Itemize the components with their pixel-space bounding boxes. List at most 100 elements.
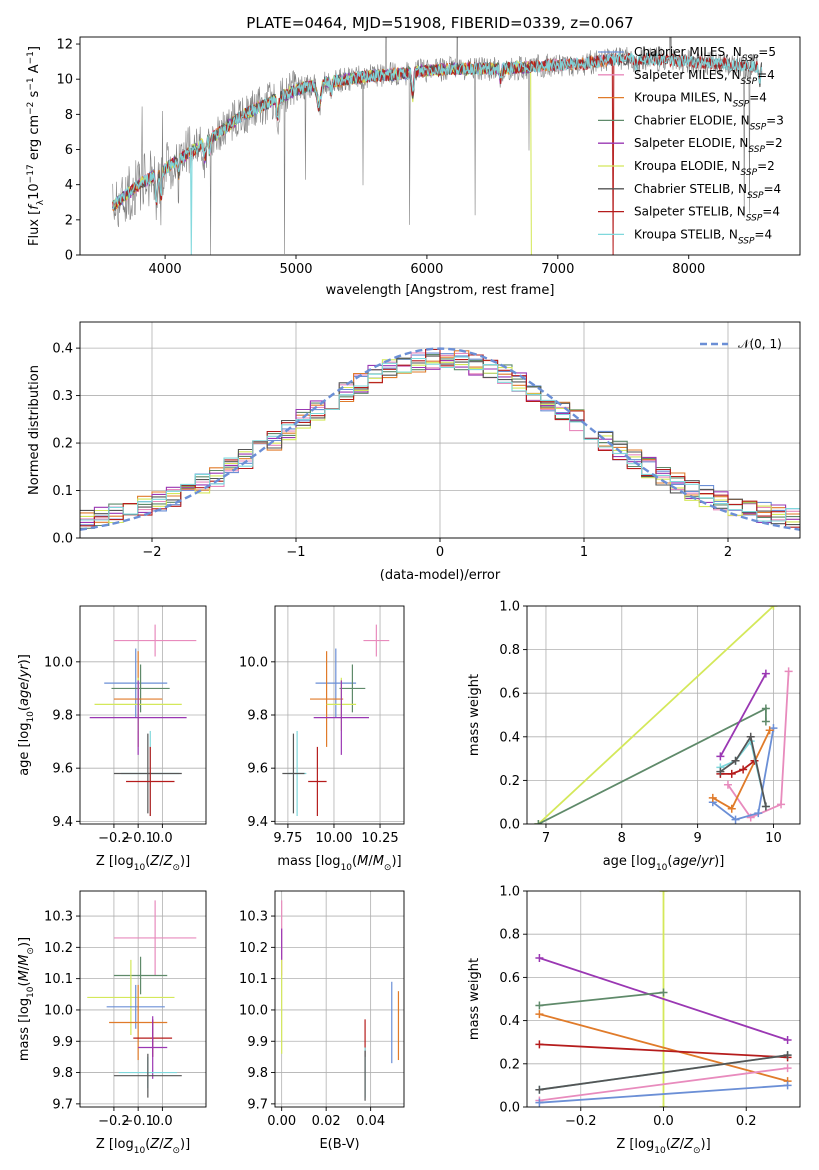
weight-marker-krou-elodie: [769, 606, 778, 610]
label-part: Z: [670, 1137, 681, 1152]
x-tick-label: 7000: [541, 262, 574, 277]
legend-suffix: =4: [764, 182, 782, 196]
y-tick-label: 0.2: [52, 437, 73, 452]
label-part: age: [672, 854, 696, 869]
axes-frame: [79, 890, 207, 1108]
y-tick-label: 0.4: [52, 342, 73, 357]
y-tick-label: 0.8: [499, 928, 520, 943]
weight-line-chab-miles: [712, 727, 775, 821]
label-part: )]: [17, 937, 32, 947]
weight-marker-salp-stelib: [535, 1040, 544, 1049]
label-part: E(B-V): [319, 1137, 359, 1152]
legend-entry: Salpeter MILES, NSSP=4: [634, 68, 775, 87]
legend-sub: SSP: [741, 77, 758, 87]
label-part: erg cm: [27, 115, 42, 164]
y-axis-label: Normed distribution: [27, 365, 42, 495]
label-part: Z: [149, 854, 160, 869]
y-tick-label: 0.4: [499, 730, 520, 745]
panel-residual_histogram: −2 −1 0 1 2 0.0 0.1 0.2 0.3 0.4 (data-model)/error…: [27, 321, 801, 583]
legend-entry: Kroupa ELODIE, NSSP=2: [634, 159, 775, 178]
label-part: (: [145, 1137, 150, 1152]
plot-area: [535, 891, 792, 1107]
y-tick-label: 10.0: [44, 1003, 73, 1018]
axes-frame: [274, 890, 405, 1108]
weight-marker-chab-stelib: [716, 767, 725, 776]
label-part: yr: [17, 663, 32, 679]
y-tick-label: 8: [65, 108, 73, 123]
legend-entry: Chabrier ELODIE, NSSP=3: [634, 113, 784, 132]
label-part: ⊙: [384, 863, 392, 873]
y-tick-label: 10.3: [239, 910, 268, 925]
x-tick-label: 0.2: [736, 1114, 757, 1129]
weight-line-chab-miles: [539, 1084, 788, 1104]
y-tick-label: 0: [65, 249, 73, 264]
label-part: )]: [17, 654, 32, 664]
weight-marker-salp-stelib: [727, 769, 736, 778]
label-part: Z [log: [96, 854, 134, 869]
label-part: mass [log: [17, 998, 32, 1061]
x-tick-label: 9.75: [273, 831, 302, 846]
y-tick-label: 0.0: [499, 1101, 520, 1116]
label-part: ⊙: [26, 947, 36, 955]
label-part: A: [27, 64, 42, 77]
y-axis-label: mass [log10(M/M⊙)]: [17, 937, 36, 1061]
x-tick-label: 8: [618, 831, 626, 846]
label-part: Z [log: [96, 1137, 134, 1152]
y-tick-label: 0.8: [499, 643, 520, 658]
legend-label: Salpeter STELIB, N: [634, 205, 746, 219]
legend-suffix: =4: [757, 68, 775, 82]
label-part: Flux [: [27, 210, 42, 246]
y-tick-label: 9.8: [52, 1066, 73, 1081]
y-axis-label: age [log10(age/yr)]: [17, 654, 36, 776]
label-part: ⊙: [172, 1146, 180, 1156]
legend-label: Chabrier ELODIE, N: [634, 113, 750, 127]
legend-sub: SSP: [742, 54, 759, 64]
histogram-salp-stelib: [80, 348, 800, 528]
label-part: 10: [654, 1146, 666, 1156]
label-part: 10: [341, 863, 353, 873]
label-part: age: [17, 682, 32, 706]
weight-line-krou-elodie: [537, 606, 775, 824]
panel-weight_vs_Z: −0.2 0.0 0.20.00.20.40.60.81.0Z [log10(Z/Z…: [467, 885, 801, 1156]
weight-line-krou-miles: [539, 1013, 788, 1082]
label-part: f: [27, 203, 42, 210]
x-axis-label: age [log10(age/yr)]: [603, 854, 725, 873]
legend-sub: SSP: [747, 191, 764, 201]
y-tick-label: 10.2: [44, 941, 73, 956]
y-tick-label: 6: [65, 143, 73, 158]
normal-curve: [80, 347, 800, 531]
y-tick-label: 0.0: [52, 532, 73, 547]
label-part: mass [log: [277, 854, 340, 869]
weight-marker-krou-miles: [708, 793, 717, 802]
label-part: (: [145, 854, 150, 869]
y-tick-label: 4: [65, 178, 73, 193]
x-tick-label: 0.00: [267, 1114, 296, 1129]
x-tick-label: −0.2: [565, 1114, 597, 1129]
weight-line-salp-stelib: [720, 760, 756, 775]
label-part: M: [17, 955, 32, 966]
y-tick-label: 0.1: [52, 484, 73, 499]
weight-marker-chab-stelib: [783, 1051, 792, 1060]
x-tick-label: −2: [142, 545, 161, 560]
x-tick-label: 0: [436, 545, 444, 560]
panel-age_vs_Z: −0.2−0.10.09.49.69.810.0Z [log10(Z/Z⊙)]a…: [17, 605, 207, 873]
legend-label: Salpeter ELODIE, N: [634, 136, 748, 150]
x-tick-label: 10: [765, 831, 782, 846]
x-tick-label: −0.2: [98, 1114, 130, 1129]
weight-line-salp-miles: [727, 671, 790, 819]
y-tick-label: 10.0: [239, 1003, 268, 1018]
y-axis-label: mass weight: [467, 674, 482, 756]
label-part: M: [373, 854, 384, 869]
x-axis-label: E(B-V): [319, 1137, 359, 1152]
legend-label: Kroupa MILES, N: [634, 91, 733, 105]
label-part: 10: [134, 1146, 146, 1156]
x-tick-label: 7: [542, 831, 550, 846]
label-part: −2: [26, 102, 36, 115]
label-part: 10: [656, 863, 668, 873]
x-tick-label: 0.0: [152, 831, 173, 846]
x-axis-label: Z [log10(Z/Z⊙)]: [96, 854, 190, 873]
x-axis-label: Z [log10(Z/Z⊙)]: [616, 1137, 710, 1156]
x-tick-label: −0.2: [98, 831, 130, 846]
weight-marker-krou-miles: [535, 1010, 544, 1019]
